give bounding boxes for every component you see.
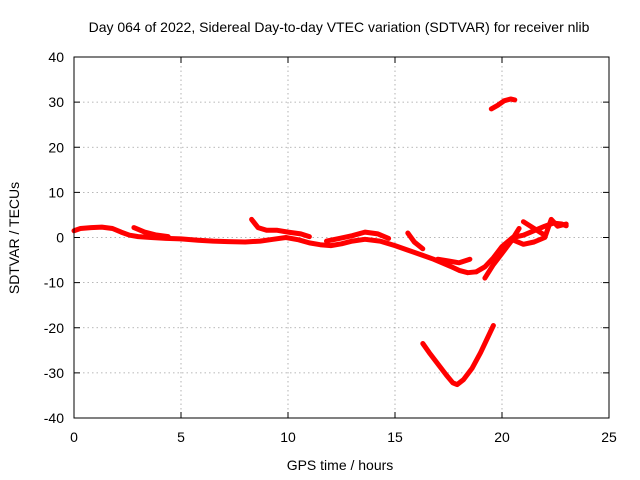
y-tick-label: 0 [56, 230, 64, 246]
series-line-low_dip [420, 323, 496, 388]
series-line-main_e [405, 230, 426, 252]
y-tick-label: 40 [48, 49, 64, 65]
x-tick-label: 15 [387, 429, 403, 445]
y-tick-label: -40 [44, 410, 64, 426]
series-line-main_a [71, 224, 479, 276]
x-tick-label: 5 [177, 429, 185, 445]
y-tick-label: 10 [48, 184, 64, 200]
x-tick-label: 20 [494, 429, 510, 445]
y-tick-label: 20 [48, 139, 64, 155]
x-tick-label: 10 [280, 429, 296, 445]
series-layer [71, 96, 569, 388]
chart-title: Day 064 of 2022, Sidereal Day-to-day VTE… [89, 19, 590, 35]
y-axis-label: SDTVAR / TECUs [6, 182, 22, 294]
series-line-main_c [249, 216, 312, 240]
series-line-high_segment [488, 96, 518, 112]
x-tick-label: 0 [70, 429, 78, 445]
series-line-main_b [131, 225, 171, 240]
y-tick-label: -10 [44, 275, 64, 291]
x-axis-label: GPS time / hours [287, 457, 394, 473]
series-line-late_band_b [520, 219, 548, 238]
y-tick-label: -20 [44, 320, 64, 336]
series-line-main_d [324, 229, 392, 244]
series-line-main_f [435, 256, 473, 266]
series-line-late_rise_b [482, 226, 522, 281]
tick-layer: 0 5 10 15 20 25 -40 -30 -20 -10 0 10 20 30 40 [44, 49, 617, 445]
y-tick-label: 30 [48, 94, 64, 110]
series-line-late_rise_a [473, 220, 569, 275]
x-tick-label: 25 [601, 429, 617, 445]
y-tick-label: -30 [44, 365, 64, 381]
